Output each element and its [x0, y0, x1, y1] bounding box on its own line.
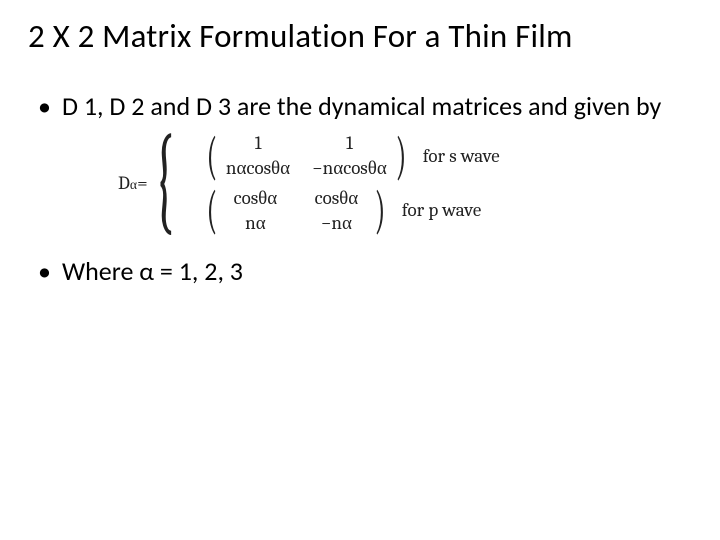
p-matrix-body: cosθα cosθα nα −nα — [222, 187, 370, 236]
left-paren-icon: ( — [207, 187, 218, 235]
case-p-wave: ( cosθα cosθα nα −nα ) for p wave — [202, 187, 500, 236]
p-wave-label: for p wave — [402, 199, 481, 223]
equation-cases: ( 1 1 nαcosθα −nαcosθα ) for s wave — [202, 132, 500, 235]
lhs-subscript-alpha: α — [130, 177, 137, 194]
p-wave-matrix: ( cosθα cosθα nα −nα ) — [202, 187, 390, 236]
p-a22: −nα — [321, 212, 352, 236]
dynamical-matrix-equation: Dα = { ( 1 1 nαcosθα −nαcosθα — [118, 132, 692, 235]
slide-title: 2 X 2 Matrix Formulation For a Thin Film — [28, 18, 692, 56]
case-s-wave: ( 1 1 nαcosθα −nαcosθα ) for s wave — [202, 132, 500, 181]
slide: 2 X 2 Matrix Formulation For a Thin Film… — [0, 0, 720, 540]
equation-lhs: Dα = — [118, 172, 148, 196]
bullet-2: Where α = 1, 2, 3 — [38, 255, 692, 288]
bullet-1-text: D 1, D 2 and D 3 are the dynamical matri… — [62, 90, 661, 122]
s-a22: −nαcosθα — [312, 157, 387, 181]
p-a11: cosθα — [234, 187, 278, 211]
right-paren-icon: ) — [374, 187, 385, 235]
p-a21: nα — [245, 212, 266, 236]
left-paren-icon: ( — [207, 133, 218, 181]
s-wave-label: for s wave — [423, 145, 500, 169]
s-a12: 1 — [346, 132, 353, 156]
s-a21: nαcosθα — [226, 157, 290, 181]
p-a12: cosθα — [315, 187, 359, 211]
s-a11: 1 — [255, 132, 262, 156]
equals-sign: = — [137, 172, 148, 196]
bullet-1: D 1, D 2 and D 3 are the dynamical matri… — [38, 90, 692, 236]
lhs-D: D — [118, 172, 130, 196]
right-paren-icon: ) — [395, 133, 406, 181]
left-brace-icon: { — [154, 133, 175, 227]
s-wave-matrix: ( 1 1 nαcosθα −nαcosθα ) — [202, 132, 411, 181]
bullet-list: D 1, D 2 and D 3 are the dynamical matri… — [28, 90, 692, 288]
s-matrix-body: 1 1 nαcosθα −nαcosθα — [222, 132, 391, 181]
bullet-2-text: Where α = 1, 2, 3 — [62, 255, 243, 287]
